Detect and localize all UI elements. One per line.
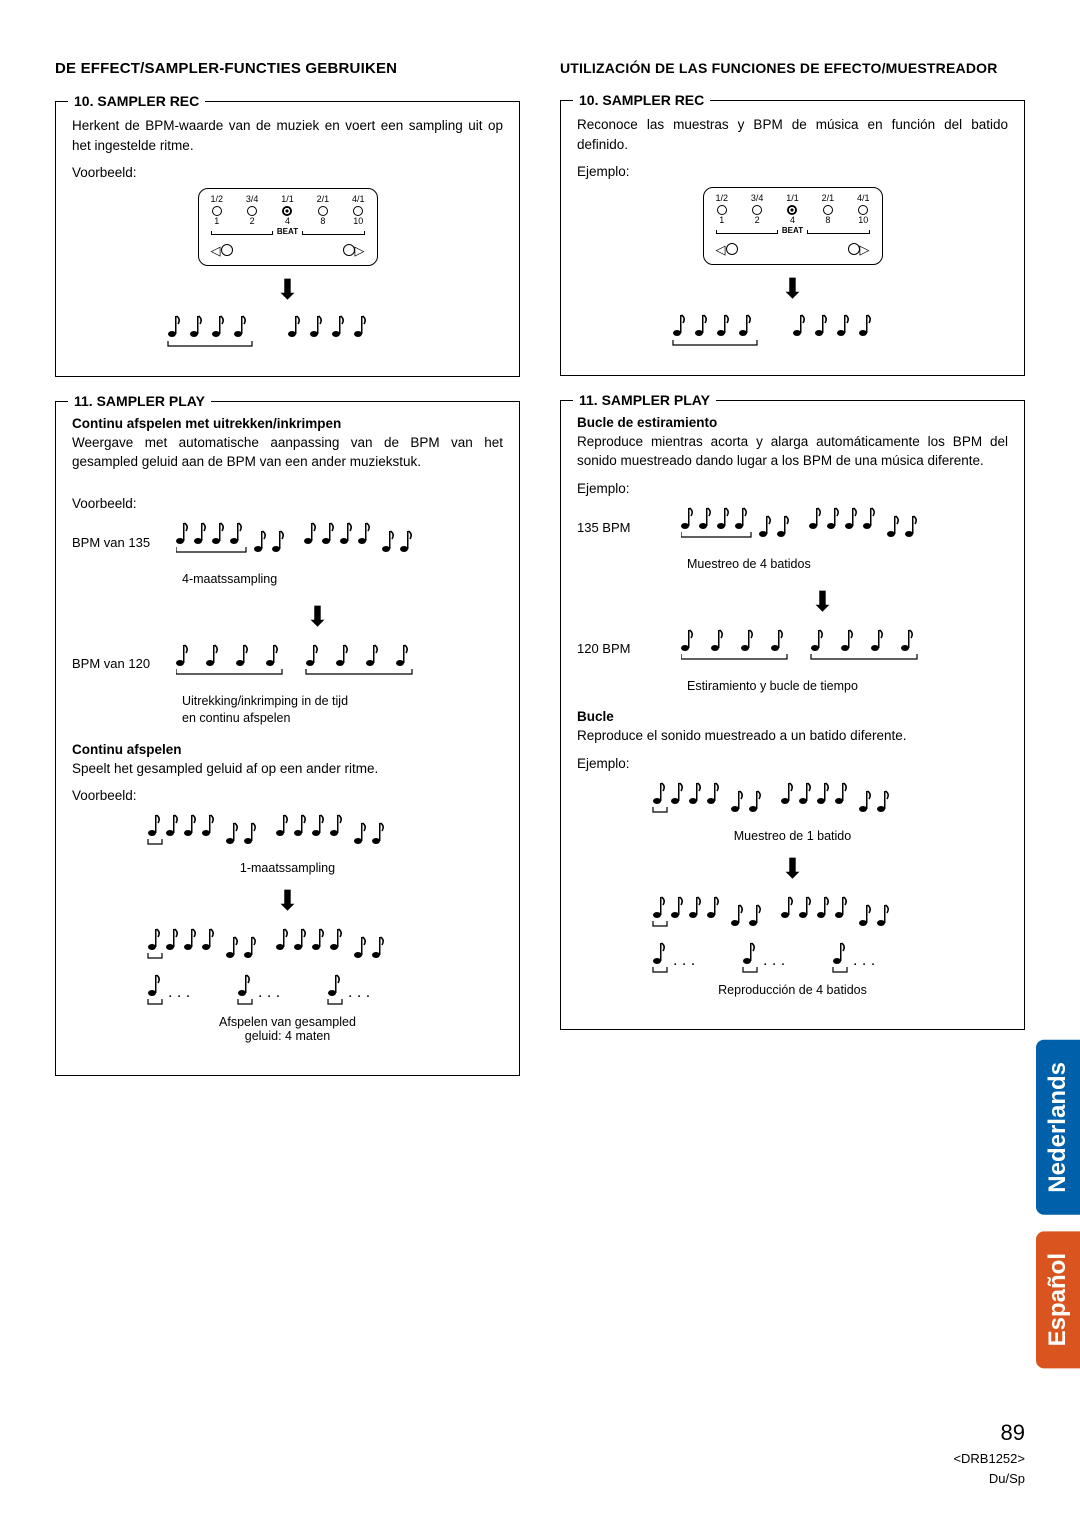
right-sec11: 11. SAMPLER PLAY Bucle de estiramiento R… (560, 400, 1025, 1030)
right-sec11-ex1: Ejemplo: (577, 481, 1008, 496)
left-cap-stretch2: en continu afspelen (182, 711, 290, 725)
left-bpm120: BPM van 120 (72, 656, 162, 671)
left-sec10-label: 10. SAMPLER REC (68, 93, 205, 109)
down-arrow-icon: ⬇ (132, 603, 503, 631)
doc-ref: <DRB1252> (953, 1449, 1025, 1469)
left-sec10-example: Voorbeeld: (72, 165, 503, 180)
right-bpm135: 135 BPM (577, 520, 667, 535)
right-sec11-sub1: Bucle de estiramiento (577, 415, 1008, 430)
right-bpm120: 120 BPM (577, 641, 667, 656)
right-sec10-text: Reconoce las muestras y BPM de música en… (577, 115, 1008, 154)
right-cap-4beat: Muestreo de 4 batidos (687, 556, 1008, 574)
left-cap-stretch1: Uitrekking/inkrimping in de tijd (182, 694, 348, 708)
notes-loop-src (138, 811, 438, 857)
left-title: DE EFFECT/SAMPLER-FUNCTIES GEBRUIKEN (55, 60, 520, 77)
down-arrow-icon: ⬇ (577, 855, 1008, 883)
left-cap-1beat: 1-maatssampling (72, 861, 503, 875)
right-sec11-sub2: Bucle (577, 709, 1008, 724)
svg-text:. . .: . . . (763, 952, 785, 969)
right-sec11-ex2: Ejemplo: (577, 756, 1008, 771)
prev-icon: ◁ (716, 243, 726, 256)
beat-row: 1/21 3/42 1/14 2/18 4/110 (211, 195, 365, 227)
notes-loop-out2: . . . . . . . . . (138, 971, 438, 1011)
down-arrow-icon: ⬇ (577, 275, 1008, 303)
left-sec11-ex1: Voorbeeld: (72, 496, 503, 511)
tab-espanol: Español (1036, 1231, 1080, 1368)
down-arrow-icon: ⬇ (72, 887, 503, 915)
left-sec10: 10. SAMPLER REC Herkent de BPM-waarde va… (55, 101, 520, 377)
left-sec11: 11. SAMPLER PLAY Continu afspelen met ui… (55, 401, 520, 1076)
notes-row (663, 313, 923, 355)
right-cap-stretch: Estiramiento y bucle de tiempo (687, 678, 1008, 696)
svg-text:. . .: . . . (348, 984, 370, 1001)
down-arrow-icon: ⬇ (637, 588, 1008, 616)
left-sec11-ex2: Voorbeeld: (72, 788, 503, 803)
left-sec10-text: Herkent de BPM-waarde van de muziek en v… (72, 116, 503, 155)
page-number: 89 (953, 1416, 1025, 1449)
right-column: UTILIZACIÓN DE LAS FUNCIONES DE EFECTO/M… (560, 60, 1025, 1100)
notes-135 (681, 504, 961, 550)
notes-loop-out1 (643, 893, 943, 939)
right-sec11-text1: Reproduce mientras acorta y alarga autom… (577, 432, 1008, 471)
svg-text:. . .: . . . (673, 952, 695, 969)
left-sec11-sub1: Continu afspelen met uitrekken/inkrimpen (72, 416, 503, 431)
right-title: UTILIZACIÓN DE LAS FUNCIONES DE EFECTO/M… (560, 60, 1025, 76)
left-sec11-text2: Speelt het gesampled geluid af op een an… (72, 759, 503, 779)
left-sec11-text1: Weergave met automatische aanpassing van… (72, 433, 503, 472)
notes-loop-src (643, 779, 943, 825)
language-tabs: Nederlands Español (1036, 1040, 1080, 1368)
tab-nederlands: Nederlands (1036, 1040, 1080, 1215)
down-arrow-icon: ⬇ (72, 276, 503, 304)
beat-panel: 1/21 3/42 1/14 2/18 4/110 BEAT ◁ ▷ (198, 188, 378, 266)
left-sec11-label: 11. SAMPLER PLAY (68, 393, 211, 409)
left-cap-play1: Afspelen van gesampled (219, 1015, 356, 1029)
notes-120 (681, 626, 961, 672)
right-sec11-label: 11. SAMPLER PLAY (573, 392, 716, 408)
left-sec11-sub2: Continu afspelen (72, 742, 503, 757)
right-cap-1beat: Muestreo de 1 batido (577, 829, 1008, 843)
right-sec10-label: 10. SAMPLER REC (573, 92, 710, 108)
left-cap-4beat: 4-maatssampling (182, 571, 503, 589)
left-cap-play2: geluid: 4 maten (245, 1029, 330, 1043)
notes-row (158, 314, 418, 356)
right-sec11-text2: Reproduce el sonido muestreado a un bati… (577, 726, 1008, 746)
page-footer: 89 <DRB1252> Du/Sp (953, 1416, 1025, 1488)
notes-120 (176, 641, 456, 687)
notes-135 (176, 519, 456, 565)
beat-panel: 1/21 3/42 1/14 2/18 4/110 BEAT ◁ ▷ (703, 187, 883, 265)
notes-loop-out2: . . . . . . . . . (643, 939, 943, 979)
right-sec10-example: Ejemplo: (577, 164, 1008, 179)
next-icon: ▷ (355, 244, 365, 257)
next-icon: ▷ (860, 243, 870, 256)
notes-loop-out1 (138, 925, 438, 971)
lang-code: Du/Sp (953, 1469, 1025, 1489)
svg-text:. . .: . . . (168, 984, 190, 1001)
right-sec10: 10. SAMPLER REC Reconoce las muestras y … (560, 100, 1025, 376)
left-column: DE EFFECT/SAMPLER-FUNCTIES GEBRUIKEN 10.… (55, 60, 520, 1100)
prev-icon: ◁ (211, 244, 221, 257)
svg-text:. . .: . . . (853, 952, 875, 969)
svg-text:. . .: . . . (258, 984, 280, 1001)
left-bpm135: BPM van 135 (72, 535, 162, 550)
right-cap-play: Reproducción de 4 batidos (577, 983, 1008, 997)
